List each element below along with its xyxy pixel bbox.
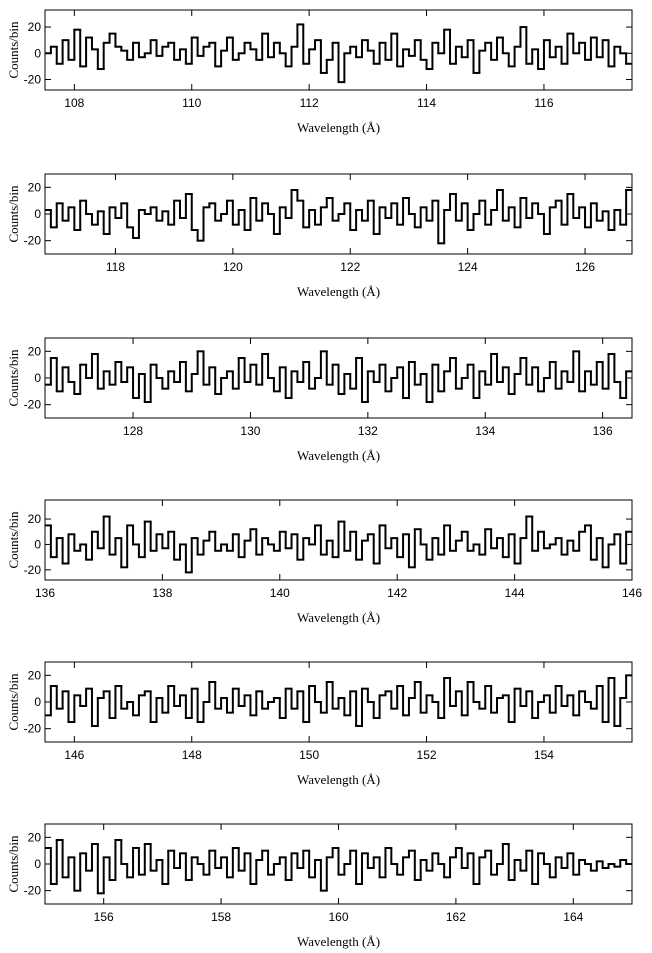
x-tick-label: 150 — [299, 748, 319, 762]
x-tick-label: 122 — [340, 260, 360, 274]
x-tick-label: 126 — [575, 260, 595, 274]
x-tick-label: 116 — [534, 96, 553, 110]
x-tick-label: 160 — [328, 910, 348, 924]
x-tick-label: 152 — [417, 748, 437, 762]
x-axis-title: Wavelength (Å) — [297, 772, 380, 787]
x-tick-label: 146 — [622, 586, 642, 600]
y-axis-title: Counts/bin — [6, 511, 21, 569]
x-tick-label: 156 — [94, 910, 114, 924]
y-tick-label: -20 — [24, 398, 42, 412]
x-tick-label: 128 — [123, 424, 143, 438]
panel: 156 158 160 162 164 -20 0 20 Wavelength (Å) Count… — [6, 823, 633, 949]
x-axis-title: Wavelength (Å) — [297, 120, 380, 135]
y-tick-label: 20 — [28, 344, 42, 358]
y-axis-title: Counts/bin — [6, 349, 21, 407]
y-tick-label: 0 — [34, 857, 41, 871]
x-tick-label: 146 — [64, 748, 84, 762]
x-tick-label: 108 — [64, 96, 84, 110]
y-tick-label: 0 — [34, 46, 41, 60]
y-tick-label: 0 — [34, 371, 41, 385]
x-tick-label: 142 — [387, 586, 407, 600]
y-axis-title: Counts/bin — [6, 185, 21, 243]
plot-area — [45, 839, 632, 895]
y-tick-label: 0 — [34, 695, 41, 709]
panel: 146 148 150 152 154 -20 0 20 Wavelength (Å) Count… — [6, 661, 633, 787]
y-tick-label: 20 — [28, 20, 42, 34]
x-tick-label: 162 — [446, 910, 466, 924]
x-tick-label: 138 — [152, 586, 172, 600]
x-tick-label: 130 — [240, 424, 260, 438]
x-tick-label: 140 — [270, 586, 290, 600]
y-tick-label: 20 — [28, 180, 42, 194]
x-axis-title: Wavelength (Å) — [297, 934, 380, 949]
x-tick-label: 124 — [458, 260, 478, 274]
y-axis-title: Counts/bin — [6, 673, 21, 731]
panel: 108 110 112 114 116 -20 0 20 Wavelength (Å) Count… — [6, 9, 633, 135]
x-tick-label: 158 — [211, 910, 231, 924]
y-tick-label: 0 — [34, 537, 41, 551]
x-tick-label: 154 — [534, 748, 554, 762]
plot-area — [45, 189, 632, 245]
x-tick-label: 136 — [593, 424, 613, 438]
x-tick-label: 136 — [35, 586, 55, 600]
frame — [44, 499, 633, 581]
y-tick-label: -20 — [24, 722, 42, 736]
x-tick-label: 114 — [417, 96, 436, 110]
y-tick-label: -20 — [24, 563, 42, 577]
y-axis-title: Counts/bin — [6, 21, 21, 79]
panel: 128 130 132 134 136 -20 0 20 Wavelength (Å) Count… — [6, 337, 633, 463]
x-axis-title: Wavelength (Å) — [297, 610, 380, 625]
panel: 136 138 140 142 144 146 -20 0 20 Wavelength (Å) Co… — [6, 499, 642, 625]
y-tick-label: -20 — [24, 234, 42, 248]
y-tick-label: 20 — [28, 668, 42, 682]
x-tick-label: 112 — [300, 96, 319, 110]
y-tick-label: -20 — [24, 73, 42, 87]
plot-area — [45, 350, 632, 403]
plot-area — [45, 23, 632, 84]
x-tick-label: 132 — [358, 424, 378, 438]
y-axis-title: Counts/bin — [6, 835, 21, 893]
plot-area — [45, 674, 632, 727]
y-tick-label: 20 — [28, 830, 42, 844]
x-tick-label: 110 — [182, 96, 201, 110]
y-tick-label: 20 — [28, 512, 42, 526]
x-tick-label: 120 — [223, 260, 243, 274]
x-tick-label: 134 — [475, 424, 495, 438]
y-tick-label: 0 — [34, 207, 41, 221]
x-tick-label: 118 — [106, 260, 125, 274]
y-tick-label: -20 — [24, 884, 42, 898]
x-axis-title: Wavelength (Å) — [297, 284, 380, 299]
x-tick-label: 164 — [563, 910, 583, 924]
frame — [44, 9, 633, 91]
x-tick-label: 148 — [182, 748, 202, 762]
panel: 118 120 122 124 126 -20 0 20 Wavelength (Å) Count… — [6, 173, 633, 299]
x-axis-title: Wavelength (Å) — [297, 448, 380, 463]
x-tick-label: 144 — [505, 586, 525, 600]
plot-area — [45, 515, 632, 574]
